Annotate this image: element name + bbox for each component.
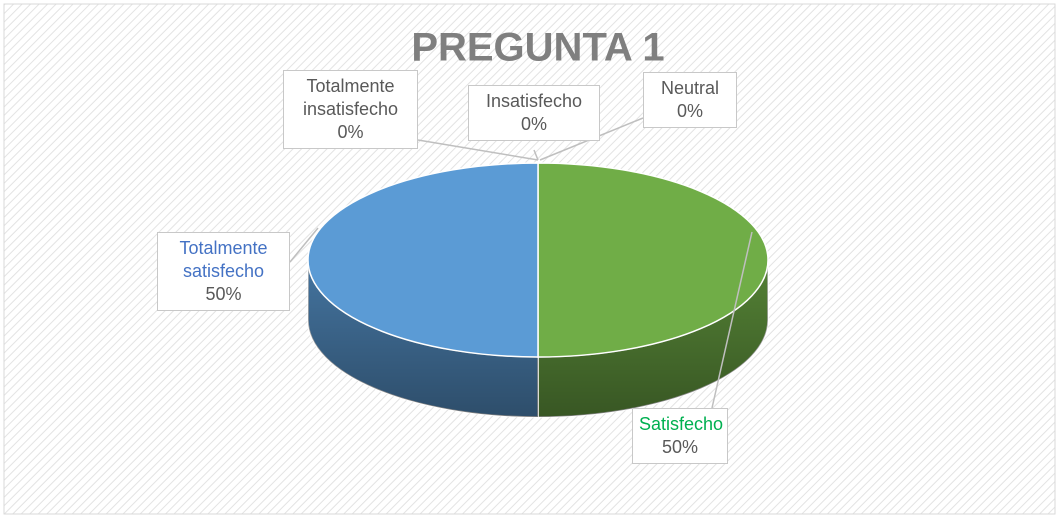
leader-line <box>289 227 319 263</box>
data-label: Totalmente insatisfecho 0% <box>283 70 418 149</box>
value-label: 50% <box>661 437 699 457</box>
value-label: 0% <box>676 101 703 121</box>
pie <box>307 162 769 418</box>
data-label: Neutral 0% <box>643 72 737 128</box>
category-label: Insatisfecho <box>485 91 583 111</box>
category-label: Totalmente satisfecho <box>179 238 268 281</box>
chart-title: PREGUNTA 1 <box>411 26 664 70</box>
category-label: Totalmente insatisfecho <box>302 76 399 119</box>
data-label: Insatisfecho 0% <box>468 85 600 141</box>
value-label: 0% <box>337 122 364 142</box>
data-label: Satisfecho 50% <box>632 408 728 464</box>
value-label: 0% <box>520 114 547 134</box>
slice-side-shade <box>308 260 538 417</box>
slice <box>307 162 539 358</box>
data-label: Totalmente satisfecho 50% <box>157 232 290 311</box>
leader-line <box>533 149 539 161</box>
slice-side-shade <box>538 260 768 417</box>
value-label: 50% <box>205 284 242 304</box>
leader-line <box>711 231 753 409</box>
category-label: Satisfecho <box>639 414 724 434</box>
category-label: Neutral <box>660 78 720 98</box>
slice <box>537 162 769 358</box>
leader-line <box>417 139 539 161</box>
